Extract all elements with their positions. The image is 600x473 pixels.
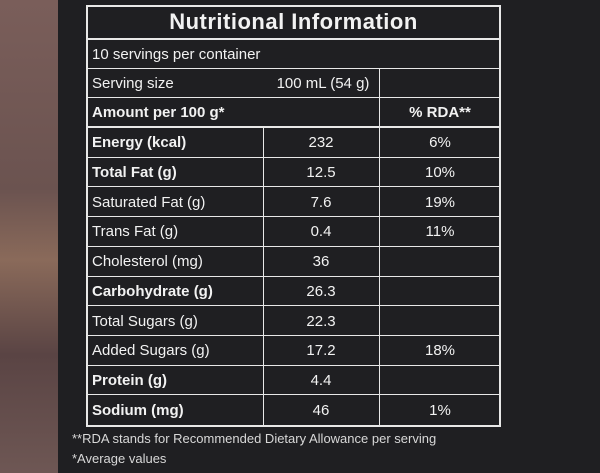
rule — [86, 186, 501, 188]
nutrient-name: Sodium (mg) — [92, 401, 184, 419]
nutrient-amount: 232 — [308, 134, 334, 152]
rule — [379, 246, 380, 277]
rule — [86, 334, 501, 336]
rule — [263, 187, 264, 218]
nutrient-amount: 0.4 — [310, 223, 332, 241]
rule — [86, 425, 501, 427]
nutrient-amount: 36 — [312, 253, 330, 271]
nutrient-amount: 12.5 — [306, 164, 336, 182]
rule — [263, 276, 264, 307]
nutrient-rda: 6% — [429, 134, 451, 152]
nutrient-rda: 10% — [424, 164, 456, 182]
column-header: % RDA** — [409, 103, 471, 121]
footnote: *Average values — [72, 451, 167, 466]
rule — [86, 97, 501, 98]
nutrient-name: Added Sugars (g) — [92, 342, 210, 360]
rule — [379, 217, 380, 247]
rule — [86, 394, 501, 396]
nutrient-rda: 19% — [424, 193, 456, 211]
rule — [499, 5, 501, 427]
nutrient-name: Protein (g) — [92, 371, 167, 389]
servings: 10 servings per container — [92, 45, 261, 63]
rule — [379, 335, 380, 366]
nutrient-name: Energy (kcal) — [92, 134, 187, 152]
nutrient-amount: 26.3 — [306, 282, 336, 300]
rule — [86, 275, 501, 277]
rule — [263, 395, 264, 425]
rule — [379, 128, 380, 158]
nutrient-amount: 17.2 — [306, 342, 336, 360]
rule — [86, 245, 501, 247]
rule — [263, 306, 264, 336]
nutrient-name: Carbohydrate (g) — [92, 282, 213, 300]
rule — [86, 68, 501, 69]
nutrient-amount: 7.6 — [310, 193, 332, 211]
rule — [86, 364, 501, 366]
rule — [379, 306, 380, 336]
footnote: **RDA stands for Recommended Dietary All… — [72, 431, 437, 446]
nutrient-rda: 11% — [425, 223, 455, 241]
rule — [86, 38, 501, 40]
nutrient-name: Total Fat (g) — [92, 164, 177, 182]
rule — [379, 98, 380, 126]
rule — [86, 305, 501, 307]
nutrient-amount: 22.3 — [306, 312, 336, 330]
nutrient-name: Trans Fat (g) — [92, 223, 179, 241]
title: Nutritional Information — [169, 9, 418, 34]
nutrient-amount: 4.4 — [310, 371, 332, 389]
rule — [379, 276, 380, 307]
rule — [263, 128, 264, 158]
nutrient-name: Total Sugars (g) — [92, 312, 198, 330]
column-header: Amount per 100 g* — [92, 103, 225, 121]
rule — [86, 5, 88, 427]
background-edge — [0, 0, 58, 473]
rule — [263, 365, 264, 396]
nutrient-amount: 46 — [312, 401, 330, 419]
serving-size-label: Serving size — [92, 74, 174, 92]
rule — [379, 187, 380, 218]
rule — [86, 126, 501, 128]
nutrient-name: Cholesterol (mg) — [92, 253, 203, 271]
nutrition-label: Nutritional Information 10 servings per c… — [58, 0, 600, 473]
rule — [379, 365, 380, 396]
rule — [263, 217, 264, 247]
rule — [86, 156, 501, 158]
nutrient-name: Saturated Fat (g) — [92, 193, 206, 211]
rule — [379, 395, 380, 425]
rule — [263, 335, 264, 366]
rule — [86, 216, 501, 218]
rule — [86, 5, 501, 7]
rule — [263, 157, 264, 188]
rule — [263, 246, 264, 277]
nutrient-rda: 1% — [429, 401, 451, 419]
rule — [379, 157, 380, 188]
serving-size-value: 100 mL (54 g) — [276, 74, 370, 92]
rule — [379, 69, 380, 98]
nutrient-rda: 18% — [424, 342, 456, 360]
